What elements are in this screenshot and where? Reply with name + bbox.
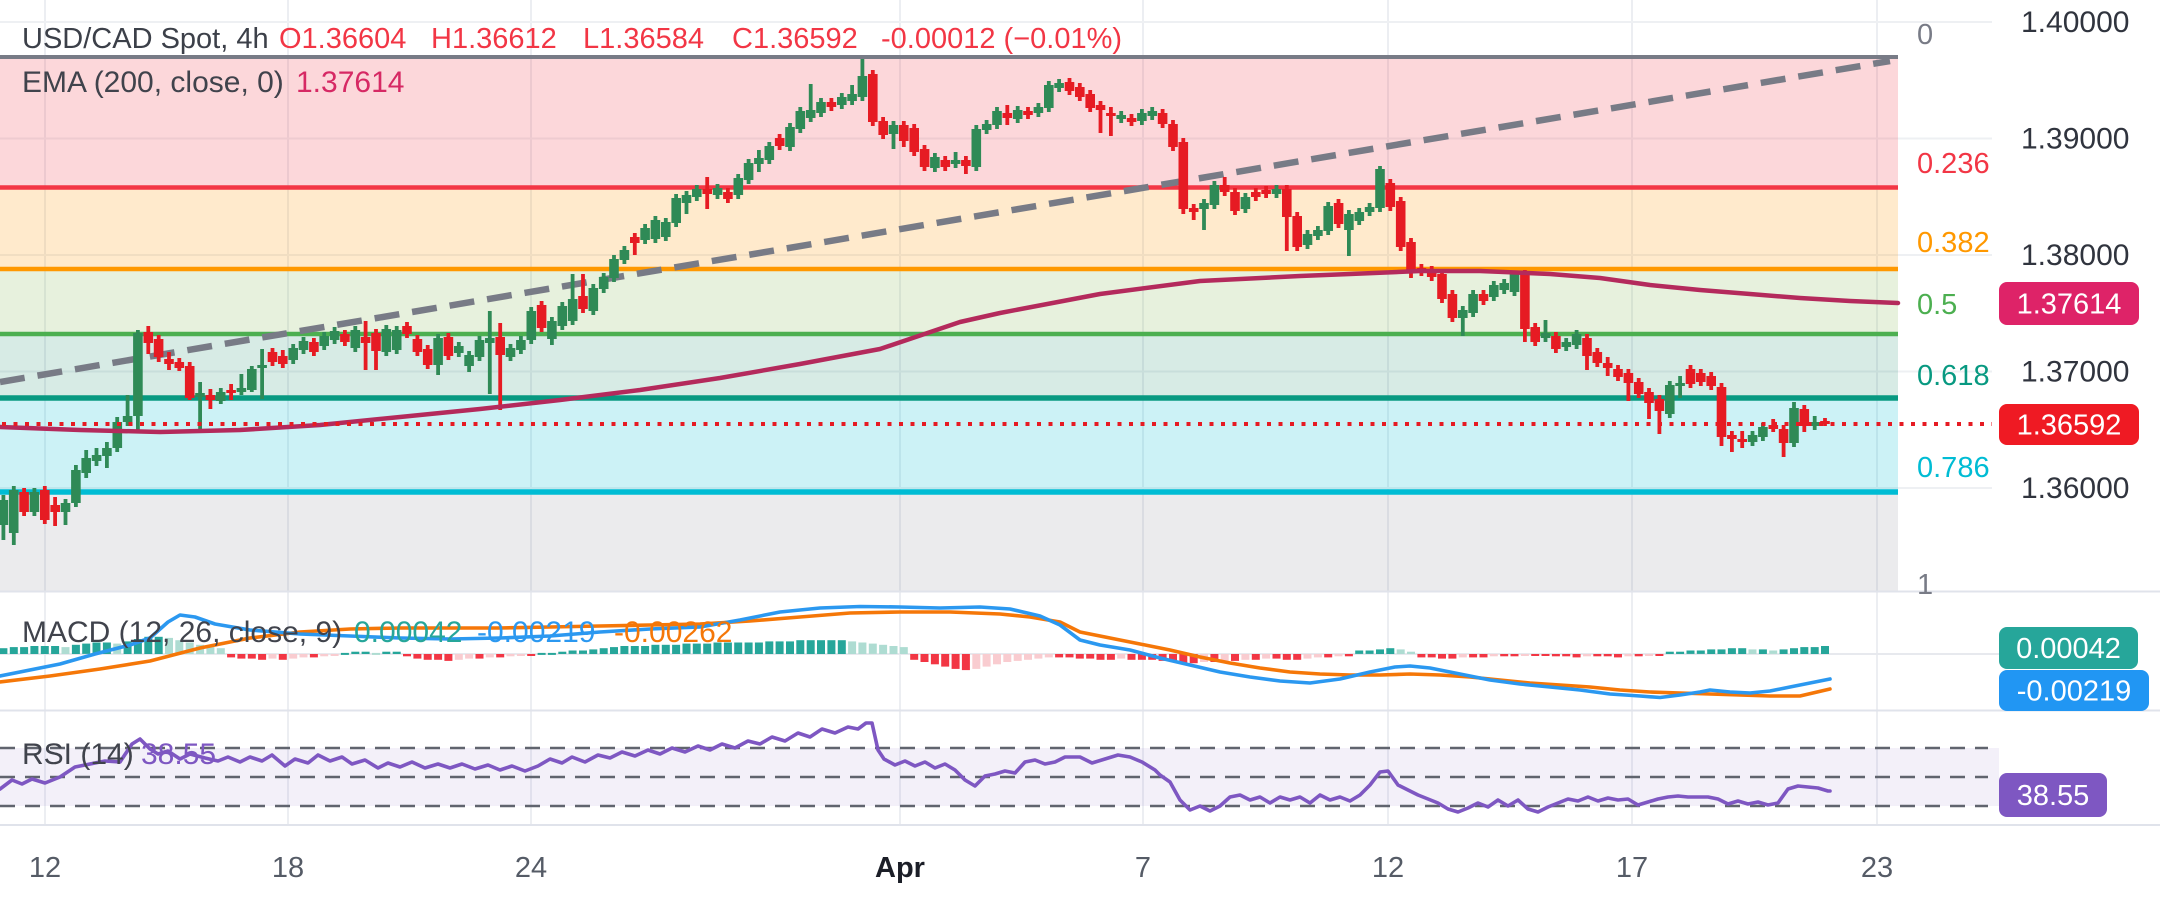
svg-text:1.37614: 1.37614 [2017, 289, 2122, 321]
svg-text:0.00042: 0.00042 [2016, 633, 2121, 665]
svg-text:24: 24 [515, 852, 547, 884]
svg-text:1.38000: 1.38000 [2021, 239, 2129, 272]
svg-text:0.382: 0.382 [1917, 227, 1990, 259]
svg-text:0.236: 0.236 [1917, 148, 1990, 180]
svg-text:0.00042: 0.00042 [354, 616, 462, 649]
svg-text:1.37614: 1.37614 [296, 66, 404, 99]
svg-text:1.37000: 1.37000 [2021, 356, 2129, 389]
svg-text:12: 12 [29, 852, 61, 884]
svg-text:17: 17 [1616, 852, 1648, 884]
svg-text:L1.36584: L1.36584 [583, 23, 704, 55]
svg-text:7: 7 [1135, 852, 1151, 884]
svg-text:-0.00262: -0.00262 [614, 616, 732, 649]
svg-text:O1.36604: O1.36604 [279, 23, 406, 55]
svg-text:-0.00219: -0.00219 [477, 616, 595, 649]
svg-text:38.55: 38.55 [2017, 780, 2090, 812]
svg-text:0: 0 [1917, 19, 1933, 51]
svg-text:EMA (200, close, 0): EMA (200, close, 0) [22, 66, 284, 99]
svg-text:USD/CAD Spot, 4h: USD/CAD Spot, 4h [22, 23, 269, 55]
svg-text:-0.00219: -0.00219 [2017, 676, 2132, 708]
svg-text:0.786: 0.786 [1917, 452, 1990, 484]
svg-text:38.55: 38.55 [141, 738, 216, 771]
svg-text:12: 12 [1372, 852, 1404, 884]
svg-text:1.39000: 1.39000 [2021, 123, 2129, 156]
svg-text:Apr: Apr [875, 852, 925, 884]
svg-text:1.40000: 1.40000 [2021, 6, 2129, 39]
svg-text:C1.36592: C1.36592 [732, 23, 858, 55]
svg-text:0.618: 0.618 [1917, 360, 1990, 392]
svg-text:1.36592: 1.36592 [2017, 410, 2122, 442]
svg-text:1.36000: 1.36000 [2021, 472, 2129, 505]
svg-text:H1.36612: H1.36612 [431, 23, 557, 55]
svg-text:23: 23 [1861, 852, 1893, 884]
svg-text:1: 1 [1917, 569, 1933, 601]
svg-text:18: 18 [272, 852, 304, 884]
svg-text:-0.00012 (−0.01%): -0.00012 (−0.01%) [881, 23, 1122, 55]
svg-text:0.5: 0.5 [1917, 289, 1957, 321]
svg-text:MACD (12, 26, close, 9): MACD (12, 26, close, 9) [22, 616, 342, 649]
svg-text:RSI (14): RSI (14) [22, 738, 134, 771]
